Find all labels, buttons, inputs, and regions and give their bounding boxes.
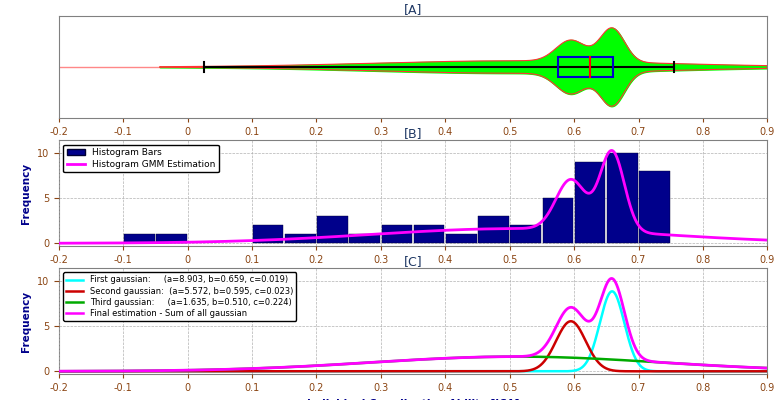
- Y-axis label: Frequency: Frequency: [21, 162, 31, 224]
- Title: [A]: [A]: [404, 3, 422, 16]
- Bar: [285, 234, 316, 243]
- X-axis label: Individual Coordination Ability [ICA]: Individual Coordination Ability [ICA]: [307, 270, 519, 281]
- Bar: [639, 172, 670, 243]
- Bar: [446, 234, 477, 243]
- X-axis label: Individual Coordination Ability [ICA]: Individual Coordination Ability [ICA]: [307, 398, 519, 400]
- Bar: [558, 57, 613, 77]
- Bar: [381, 225, 412, 243]
- Bar: [511, 225, 541, 243]
- Bar: [124, 234, 154, 243]
- X-axis label: Individual Coordination Ability [ICA]: Individual Coordination Ability [ICA]: [307, 142, 519, 153]
- Title: [B]: [B]: [404, 127, 422, 140]
- Y-axis label: Frequency: Frequency: [21, 290, 31, 352]
- Bar: [543, 198, 573, 243]
- Title: [C]: [C]: [404, 255, 422, 268]
- Legend: Histogram Bars, Histogram GMM Estimation: Histogram Bars, Histogram GMM Estimation: [63, 144, 219, 172]
- Bar: [414, 225, 445, 243]
- Bar: [478, 216, 509, 243]
- Bar: [349, 234, 380, 243]
- Bar: [607, 154, 637, 243]
- Legend: First gaussian:     (a=8.903, b=0.659, c=0.019), Second gaussian:  (a=5.572, b=0: First gaussian: (a=8.903, b=0.659, c=0.0…: [63, 272, 296, 321]
- Bar: [317, 216, 348, 243]
- Bar: [156, 234, 187, 243]
- Bar: [575, 162, 605, 243]
- Bar: [253, 225, 283, 243]
